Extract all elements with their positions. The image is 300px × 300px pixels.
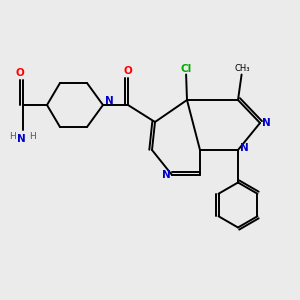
Text: H: H <box>28 132 35 141</box>
Text: O: O <box>124 66 132 76</box>
Text: CH₃: CH₃ <box>235 64 250 73</box>
Text: H: H <box>9 132 16 141</box>
Text: Cl: Cl <box>181 64 192 74</box>
Text: N: N <box>262 118 271 128</box>
Text: N: N <box>240 142 249 153</box>
Text: N: N <box>105 96 113 106</box>
Text: O: O <box>16 68 24 78</box>
Text: N: N <box>17 134 26 144</box>
Text: N: N <box>162 170 171 180</box>
